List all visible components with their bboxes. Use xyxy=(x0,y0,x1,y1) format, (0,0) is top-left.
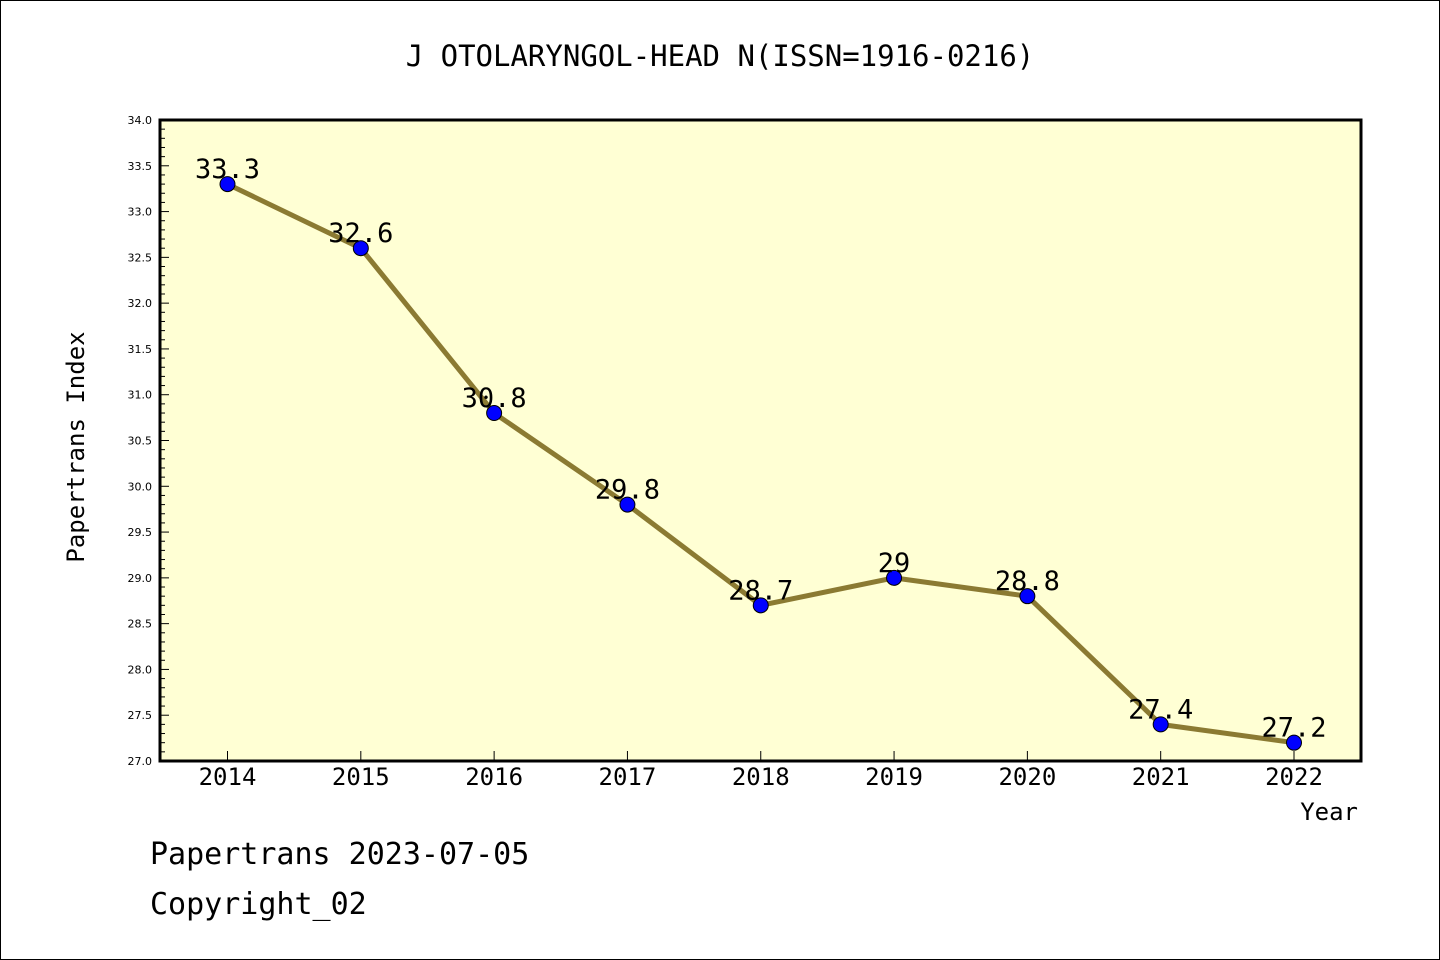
x-tick-label: 2020 xyxy=(998,763,1056,791)
y-axis-title: Papertrans Index xyxy=(62,331,90,562)
x-tick-label: 2022 xyxy=(1265,763,1323,791)
y-tick-label: 32.5 xyxy=(128,251,153,264)
data-label: 29 xyxy=(878,548,911,579)
data-point xyxy=(1152,716,1169,733)
data-labels-group: 33.3 32.6 30.8 29.8 28.7 29 28.8 27.4 27.2 xyxy=(195,154,1327,744)
y-tick-label: 29.0 xyxy=(128,572,153,585)
y-tick-label: 30.0 xyxy=(128,480,153,493)
footer-date: Papertrans 2023-07-05 xyxy=(150,837,529,872)
data-point xyxy=(619,496,636,513)
y-tick-label: 31.5 xyxy=(128,343,153,356)
data-point xyxy=(1286,734,1302,751)
y-axis-tick-labels: 27.0 27.5 28.0 28.5 29.0 29.5 30.0 30.5 31.0 31.5… xyxy=(128,114,153,768)
y-tick-label: 33.5 xyxy=(128,160,153,173)
markers-group xyxy=(219,176,1302,751)
data-point xyxy=(886,569,903,586)
y-tick-label: 34.0 xyxy=(128,114,153,127)
y-tick-label: 29.5 xyxy=(128,526,153,539)
x-tick-label: 2021 xyxy=(1132,763,1190,791)
data-point xyxy=(219,176,236,193)
data-label: 32.6 xyxy=(328,218,393,249)
y-tick-label: 28.5 xyxy=(128,618,153,631)
x-axis-title: Year xyxy=(1300,798,1358,826)
data-label: 28.7 xyxy=(728,575,793,606)
plot-area xyxy=(160,120,1361,761)
x-axis-tick-labels: 2014 2015 2016 2017 2018 2019 2020 2021 2022 xyxy=(199,763,1323,791)
x-tick-label: 2015 xyxy=(332,763,390,791)
data-point xyxy=(752,597,769,614)
footer-copyright: Copyright_02 xyxy=(150,887,367,922)
data-label: 27.4 xyxy=(1128,694,1193,725)
data-label: 27.2 xyxy=(1261,713,1326,744)
y-tick-label: 30.5 xyxy=(128,435,153,448)
y-tick-label: 31.0 xyxy=(128,389,153,402)
data-point xyxy=(1019,588,1036,605)
x-axis-ticks xyxy=(227,751,1295,761)
x-tick-label: 2018 xyxy=(732,763,790,791)
data-label: 28.8 xyxy=(995,566,1060,597)
y-tick-label: 32.0 xyxy=(128,297,153,310)
y-tick-label: 28.0 xyxy=(128,663,153,676)
y-tick-label: 33.0 xyxy=(128,206,153,219)
x-tick-label: 2019 xyxy=(865,763,923,791)
data-label: 33.3 xyxy=(195,154,260,185)
x-tick-label: 2014 xyxy=(199,763,257,791)
x-tick-label: 2016 xyxy=(465,763,523,791)
plot-border xyxy=(158,118,1363,763)
x-tick-label: 2017 xyxy=(599,763,657,791)
data-point xyxy=(486,405,503,422)
data-point xyxy=(352,240,369,257)
data-label: 30.8 xyxy=(462,383,527,414)
data-label: 29.8 xyxy=(595,475,660,506)
chart-title: J OTOLARYNGOL-HEAD N(ISSN=1916-0216) xyxy=(406,39,1035,73)
y-tick-label: 27.0 xyxy=(128,755,153,768)
y-tick-label: 27.5 xyxy=(128,709,153,722)
